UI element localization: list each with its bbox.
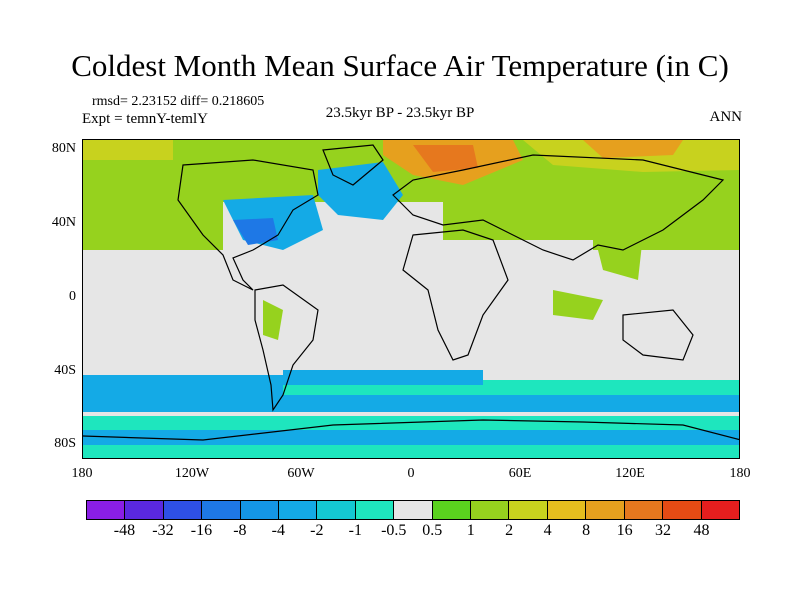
colorbar-swatch — [279, 501, 318, 519]
lat-tick-80s: 80S — [54, 436, 76, 451]
colorbar-swatch — [547, 501, 587, 519]
lon-tick-0: 0 — [407, 466, 415, 481]
experiment-label: Expt = temnY-temlY — [82, 111, 208, 127]
colorbar-swatch — [355, 501, 395, 519]
lat-tick-40s: 40S — [54, 363, 76, 378]
colorbar-swatch — [624, 501, 664, 519]
colorbar-swatch — [701, 501, 739, 519]
colorbar-swatch — [509, 501, 548, 519]
colorbar-swatch — [163, 501, 203, 519]
period-label: 23.5kyr BP - 23.5kyr BP — [325, 105, 475, 121]
colorbar-label: -48 — [113, 522, 136, 539]
colorbar-label: 8 — [582, 522, 591, 539]
colorbar-label: -16 — [190, 522, 213, 539]
africa-outline — [402, 229, 509, 361]
colorbar-label: 32 — [655, 522, 672, 539]
colorbar-swatch — [471, 501, 510, 519]
colorbar-label: 1 — [466, 522, 475, 539]
lon-tick-120w: 120W — [174, 466, 210, 481]
siberia-hotter — [583, 140, 683, 158]
colorbar-swatch — [586, 501, 625, 519]
season-label: ANN — [709, 109, 743, 125]
lon-tick-60e: 60E — [508, 466, 532, 481]
colorbar-label: 4 — [543, 522, 552, 539]
colorbar-label: 16 — [616, 522, 633, 539]
lon-tick-60w: 60W — [287, 466, 315, 481]
colorbar-label: -8 — [233, 522, 247, 539]
colorbar-swatch — [240, 501, 280, 519]
colorbar-label: -2 — [310, 522, 324, 539]
colorbar-swatch — [202, 501, 241, 519]
australia-outline — [622, 309, 694, 361]
greenland-outline — [322, 144, 384, 186]
map-svg — [83, 140, 739, 458]
antarctica-cold — [83, 430, 739, 445]
colorbar-swatch — [317, 501, 356, 519]
lat-tick-0: 0 — [69, 289, 76, 304]
lon-tick-120e: 120E — [615, 466, 645, 481]
antarctica-edge-white — [83, 412, 739, 416]
rmsd-diff-label: rmsd= 2.23152 diff= 0.218605 — [92, 94, 265, 109]
southern-ocean-cold — [83, 395, 739, 413]
antarctica-outline — [83, 419, 739, 441]
central-asia-green — [443, 200, 593, 240]
temperature-map — [82, 139, 740, 459]
chart-title: Coldest Month Mean Surface Air Temperatu… — [71, 48, 729, 83]
colorbar — [86, 500, 740, 520]
north-pacific-green — [83, 202, 223, 250]
arctic-hot-core — [413, 145, 478, 172]
continent-outlines — [83, 144, 739, 441]
north-america-outline — [177, 159, 319, 291]
colorbar-label: -1 — [348, 522, 362, 539]
south-america-outline — [254, 284, 319, 412]
colorbar-swatch — [125, 501, 164, 519]
lat-tick-40n: 40N — [51, 215, 76, 230]
colorbar-label: 2 — [505, 522, 514, 539]
colorbar-label: -0.5 — [381, 522, 407, 539]
colorbar-swatch — [394, 501, 433, 519]
southeast-asia-green — [593, 230, 643, 280]
colorbar-label: -4 — [271, 522, 285, 539]
colorbar-label: -32 — [152, 522, 174, 539]
lon-tick-180e: 180 — [729, 466, 751, 481]
eurasia-outline — [392, 154, 725, 261]
indian-ocean-green — [553, 290, 603, 320]
arctic-warm-west — [83, 140, 173, 160]
lat-tick-80n: 80N — [51, 141, 76, 156]
colorbar-swatch — [87, 501, 126, 519]
southern-indian-cold — [283, 370, 483, 385]
lon-tick-180w: 180 — [71, 466, 93, 481]
colorbar-swatch — [432, 501, 472, 519]
south-america-green — [263, 300, 283, 340]
southern-pacific-cold — [83, 375, 283, 395]
north-atlantic-cold — [318, 162, 403, 220]
colorbar-swatch — [663, 501, 702, 519]
colorbar-label: 48 — [693, 522, 710, 539]
gulf-deep — [233, 218, 278, 245]
sahara-patch — [413, 250, 503, 280]
colorbar-label: 0.5 — [422, 522, 443, 539]
